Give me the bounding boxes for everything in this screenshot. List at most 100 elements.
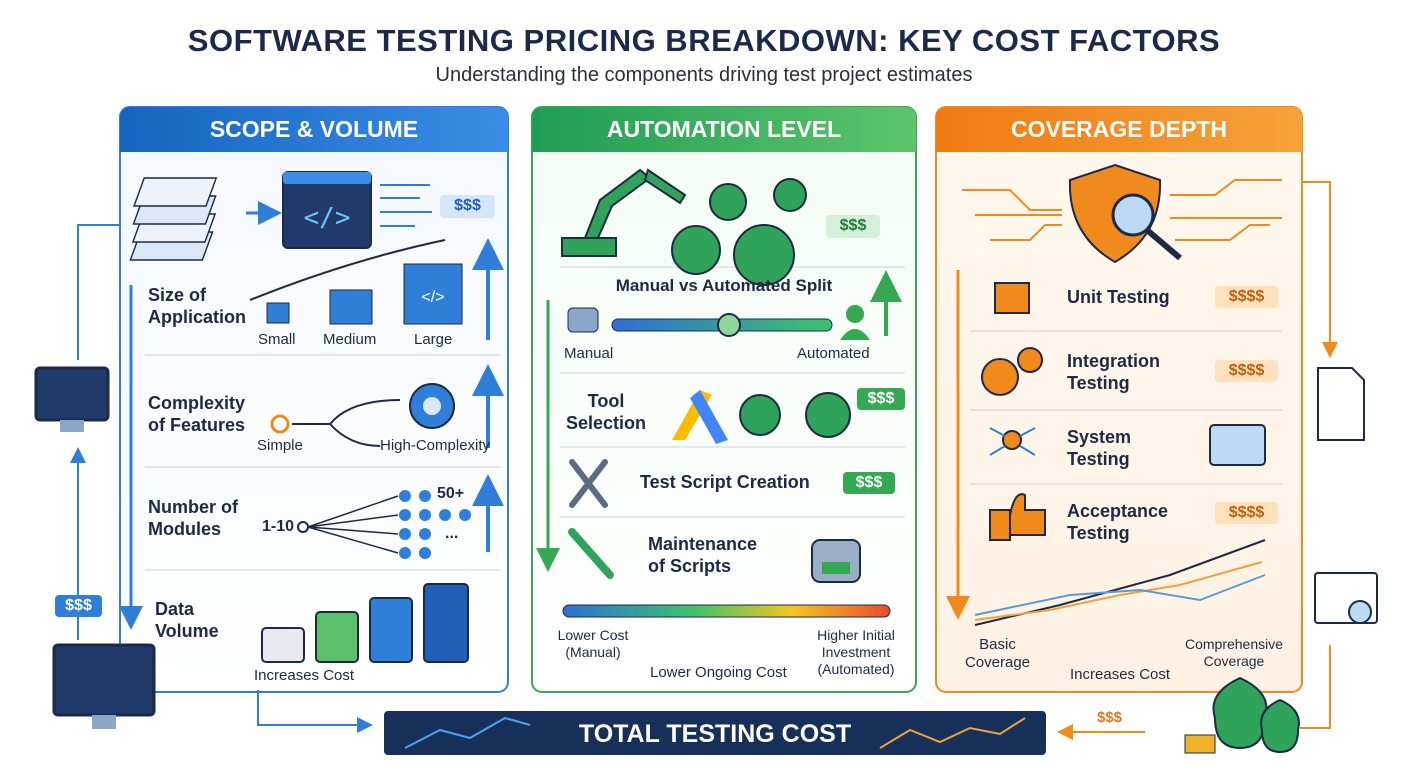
robot-arm bbox=[561, 168, 687, 257]
growth-curve bbox=[249, 239, 446, 301]
dot bbox=[419, 509, 431, 521]
circuit-lines bbox=[962, 179, 1282, 241]
price-label: $$$ bbox=[867, 390, 895, 407]
db bbox=[369, 597, 413, 663]
item-label: Size of Application bbox=[148, 285, 246, 327]
gear-small bbox=[270, 414, 290, 434]
price-badge bbox=[826, 215, 880, 238]
coins bbox=[1184, 734, 1216, 754]
panel-title: COVERAGE DEPTH bbox=[1011, 116, 1227, 142]
gear bbox=[671, 225, 721, 275]
scale-label: 50+ bbox=[437, 485, 465, 502]
cube-medium bbox=[329, 289, 373, 325]
panel-header-scope bbox=[120, 107, 508, 152]
item-label: Maintenance of Scripts bbox=[648, 534, 758, 576]
tool-logo bbox=[690, 390, 728, 444]
price-badge bbox=[1215, 502, 1278, 524]
panel-header-coverage bbox=[936, 107, 1302, 152]
dot bbox=[459, 509, 471, 521]
gear bbox=[733, 224, 795, 286]
scale-label: Large bbox=[414, 331, 453, 348]
footer-label: Comprehensive Coverage bbox=[1184, 636, 1284, 669]
price-badge bbox=[857, 388, 905, 410]
item-label: Data Volume bbox=[155, 599, 219, 641]
db bbox=[315, 611, 359, 663]
price-label: $$$ bbox=[65, 597, 92, 614]
price-label: $$$$ bbox=[1228, 288, 1265, 305]
code-glyph: </> bbox=[304, 203, 351, 233]
dividers bbox=[145, 266, 1282, 571]
footer-label: Increases Cost bbox=[254, 667, 355, 684]
monitor-stand bbox=[60, 420, 84, 432]
flow-arrow bbox=[1302, 181, 1338, 358]
item-label: System Testing bbox=[1067, 427, 1132, 469]
dot bbox=[399, 547, 411, 559]
title: SOFTWARE TESTING PRICING BREAKDOWN: KEY … bbox=[187, 23, 1221, 58]
db bbox=[423, 583, 469, 663]
monitor-icon bbox=[34, 366, 110, 422]
footer-label: Basic Coverage bbox=[964, 636, 1031, 671]
tool-logo bbox=[805, 392, 851, 438]
document-icon bbox=[1317, 367, 1365, 441]
panel-title: SCOPE & VOLUME bbox=[209, 116, 419, 142]
item-label: Unit Testing bbox=[1067, 287, 1170, 307]
module-lines bbox=[307, 495, 399, 554]
price-badge bbox=[1215, 286, 1278, 308]
price-label: $$$$ bbox=[1228, 504, 1265, 521]
item-label: Integration Testing bbox=[1067, 351, 1160, 393]
person-body bbox=[840, 329, 870, 340]
item-label: Complexity of Features bbox=[148, 393, 246, 435]
footer-label: Higher Initial Investment (Automated) bbox=[817, 627, 895, 677]
total-bar bbox=[384, 711, 1046, 755]
robot-screen bbox=[822, 562, 850, 574]
price-badge bbox=[55, 595, 102, 617]
page bbox=[132, 177, 218, 207]
bar-sparkline bbox=[879, 717, 1026, 749]
person-icon bbox=[846, 305, 864, 323]
item-label: Manual vs Automated Split bbox=[615, 276, 833, 295]
pencil-icon bbox=[568, 528, 614, 579]
gear bbox=[709, 183, 747, 221]
code-glyph: </> bbox=[421, 289, 444, 306]
bar-sparkline bbox=[404, 716, 531, 749]
monitor-icon bbox=[52, 643, 156, 717]
dot bbox=[399, 528, 411, 540]
dot bbox=[399, 509, 411, 521]
item-label: Acceptance Testing bbox=[1067, 501, 1169, 543]
price-badge bbox=[843, 472, 895, 494]
databases bbox=[261, 583, 469, 663]
scale-label: Manual bbox=[564, 345, 614, 362]
price-badge bbox=[440, 195, 495, 218]
scale-label: Small bbox=[258, 331, 296, 348]
scale-label: Simple bbox=[257, 437, 303, 454]
cost-gradient bbox=[562, 604, 891, 618]
flow-line bbox=[77, 224, 120, 360]
scale-label: Medium bbox=[323, 331, 377, 348]
scale-label: Automated bbox=[797, 345, 870, 362]
thumbs-up-icon bbox=[989, 493, 1046, 541]
gear-icon bbox=[981, 358, 1019, 396]
price-label: $$$ bbox=[454, 197, 481, 214]
item-label: Tool Selection bbox=[565, 391, 647, 433]
cube-icon bbox=[994, 282, 1030, 314]
network-node bbox=[1002, 430, 1022, 450]
gear-icon bbox=[1017, 347, 1043, 373]
dot bbox=[439, 509, 451, 521]
cube-small bbox=[266, 302, 290, 324]
robot-icon bbox=[567, 307, 599, 333]
tool-logo bbox=[739, 394, 781, 436]
dot bbox=[419, 547, 431, 559]
scale-label: 1-10 bbox=[262, 518, 295, 535]
window-bar bbox=[283, 172, 371, 184]
dot bbox=[419, 528, 431, 540]
branch-lines bbox=[292, 399, 401, 447]
price-badge bbox=[1215, 360, 1278, 382]
price-label: $$$$ bbox=[1228, 362, 1265, 379]
gear-hub bbox=[423, 397, 441, 415]
item-label: Number of Modules bbox=[148, 497, 238, 539]
db bbox=[261, 627, 305, 663]
cube-large bbox=[403, 263, 463, 325]
